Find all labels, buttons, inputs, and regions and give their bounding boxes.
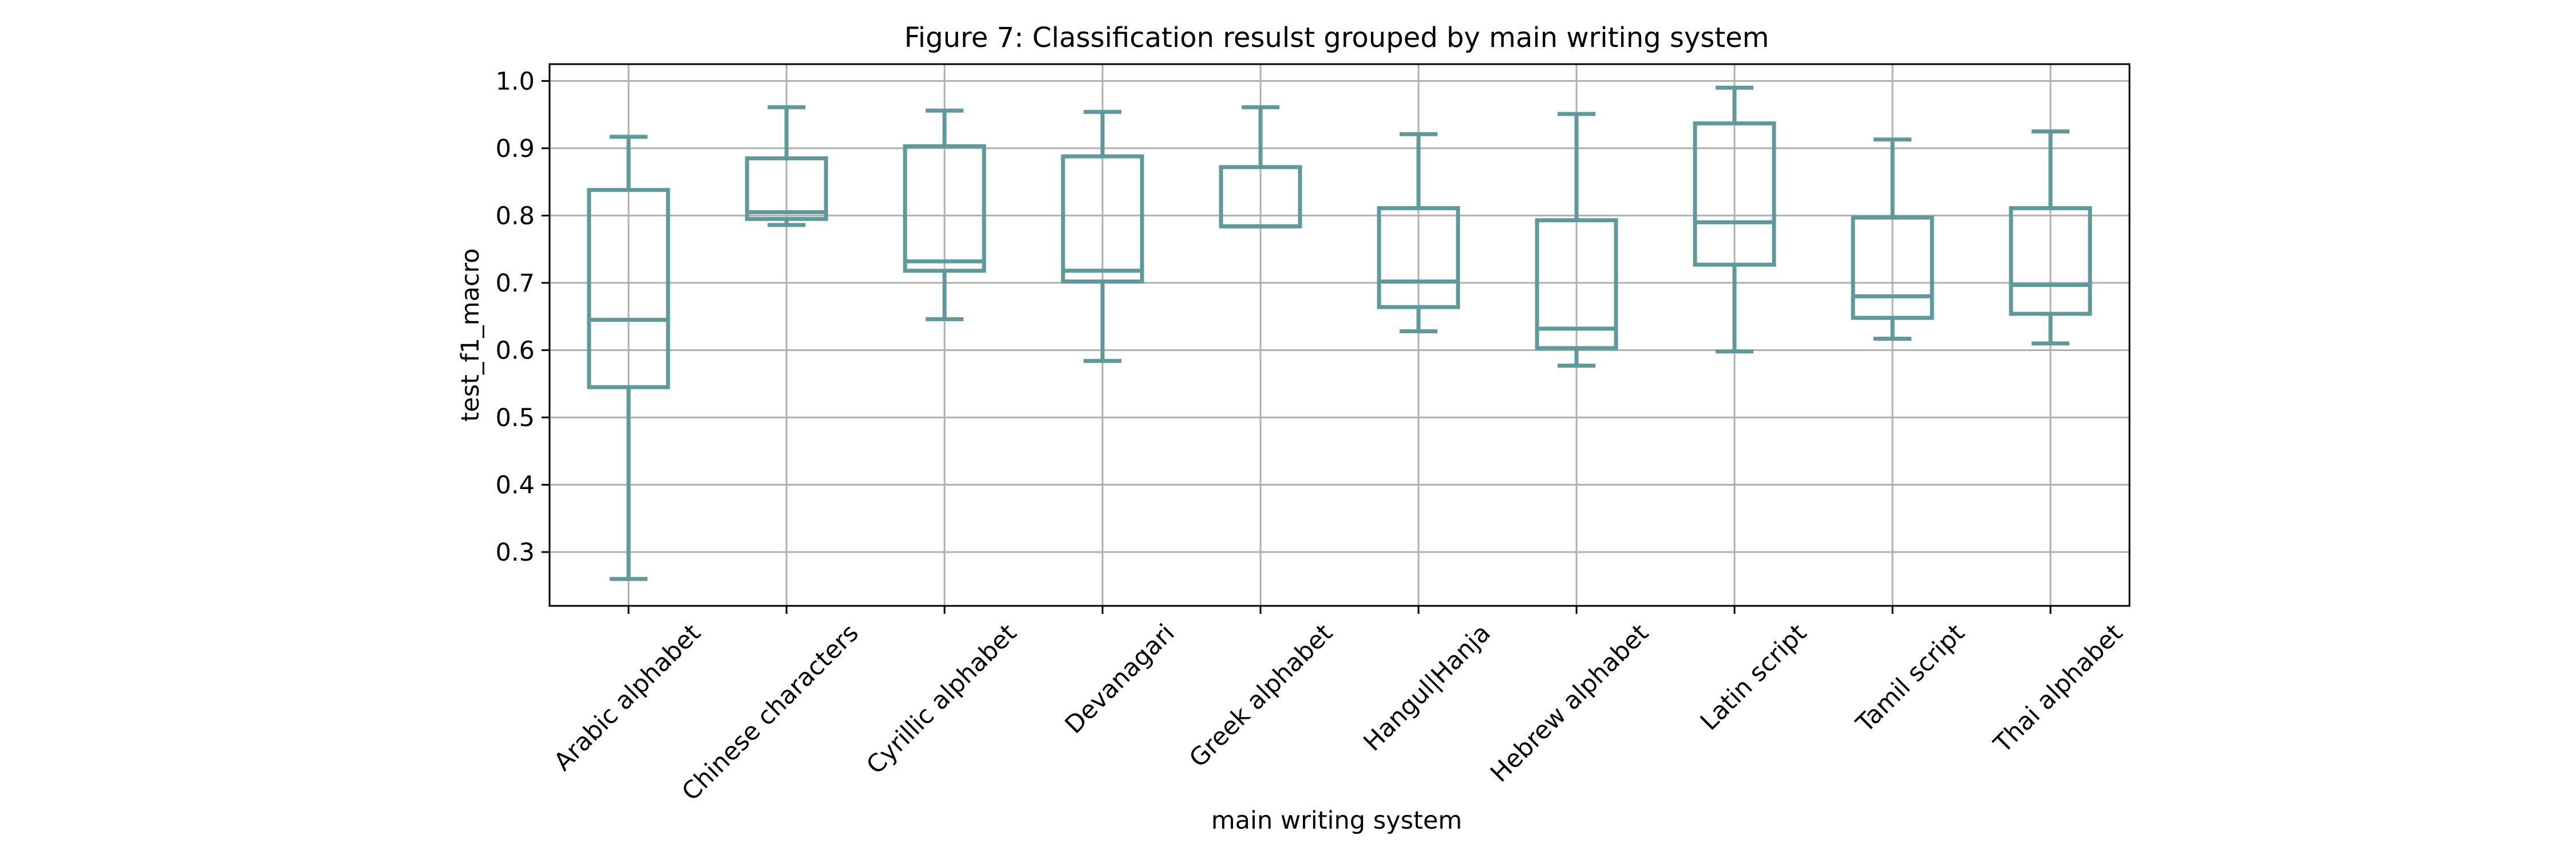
box-group	[587, 135, 670, 581]
x-axis-label: main writing system	[1211, 806, 1462, 835]
y-tick-label: 0.9	[496, 135, 535, 163]
plot-frame	[548, 63, 2131, 607]
x-tick-label: Chinese characters	[677, 618, 864, 806]
box-series	[587, 85, 2092, 581]
x-tick-label: Arabic alphabet	[548, 618, 706, 777]
x-tick-label: Thai alphabet	[1988, 618, 2128, 759]
iqr-box	[1377, 206, 1460, 309]
box-group	[1377, 132, 1460, 334]
iqr-box	[1693, 121, 1776, 267]
y-tick-label: 0.3	[496, 538, 535, 567]
box-group	[1851, 137, 1934, 341]
y-axis-label: test_f1_macro	[456, 249, 485, 422]
iqr-box	[1535, 218, 1618, 350]
iqr-box	[587, 188, 670, 389]
y-tick-label: 0.6	[496, 336, 535, 365]
iqr-box	[2009, 206, 2092, 316]
y-tick-label: 0.7	[496, 269, 535, 298]
box-group	[903, 108, 986, 321]
y-tick-label: 0.4	[496, 471, 535, 499]
box-group	[2009, 129, 2092, 346]
x-tick-label: Hebrew alphabet	[1485, 618, 1654, 788]
iqr-box	[1851, 215, 1934, 320]
x-tick-label: Cyrillic alphabet	[861, 618, 1022, 779]
iqr-box	[903, 144, 986, 273]
x-tick-label: Tamil script	[1851, 618, 1970, 738]
box-group	[745, 105, 828, 227]
chart-title: Figure 7: Classification resulst grouped…	[904, 22, 1769, 54]
iqr-box	[745, 156, 828, 221]
y-tick-label: 0.5	[496, 404, 535, 432]
x-tick-label: Devanagari	[1060, 618, 1180, 739]
box-group	[1693, 85, 1776, 354]
x-tick-label: Hangul|Hanja	[1358, 618, 1496, 756]
y-axis: 0.3 0.4 0.5 0.6 0.7 0.8 0.9 1.0	[496, 67, 550, 567]
iqr-box	[1061, 154, 1144, 284]
y-tick-label: 1.0	[496, 67, 535, 96]
box-group	[1219, 105, 1302, 228]
box-group	[1535, 112, 1618, 368]
box-group	[1061, 109, 1144, 363]
x-tick-label: Latin script	[1695, 618, 1812, 736]
x-tick-label: Greek alphabet	[1184, 618, 1338, 773]
y-tick-label: 0.8	[496, 202, 535, 230]
